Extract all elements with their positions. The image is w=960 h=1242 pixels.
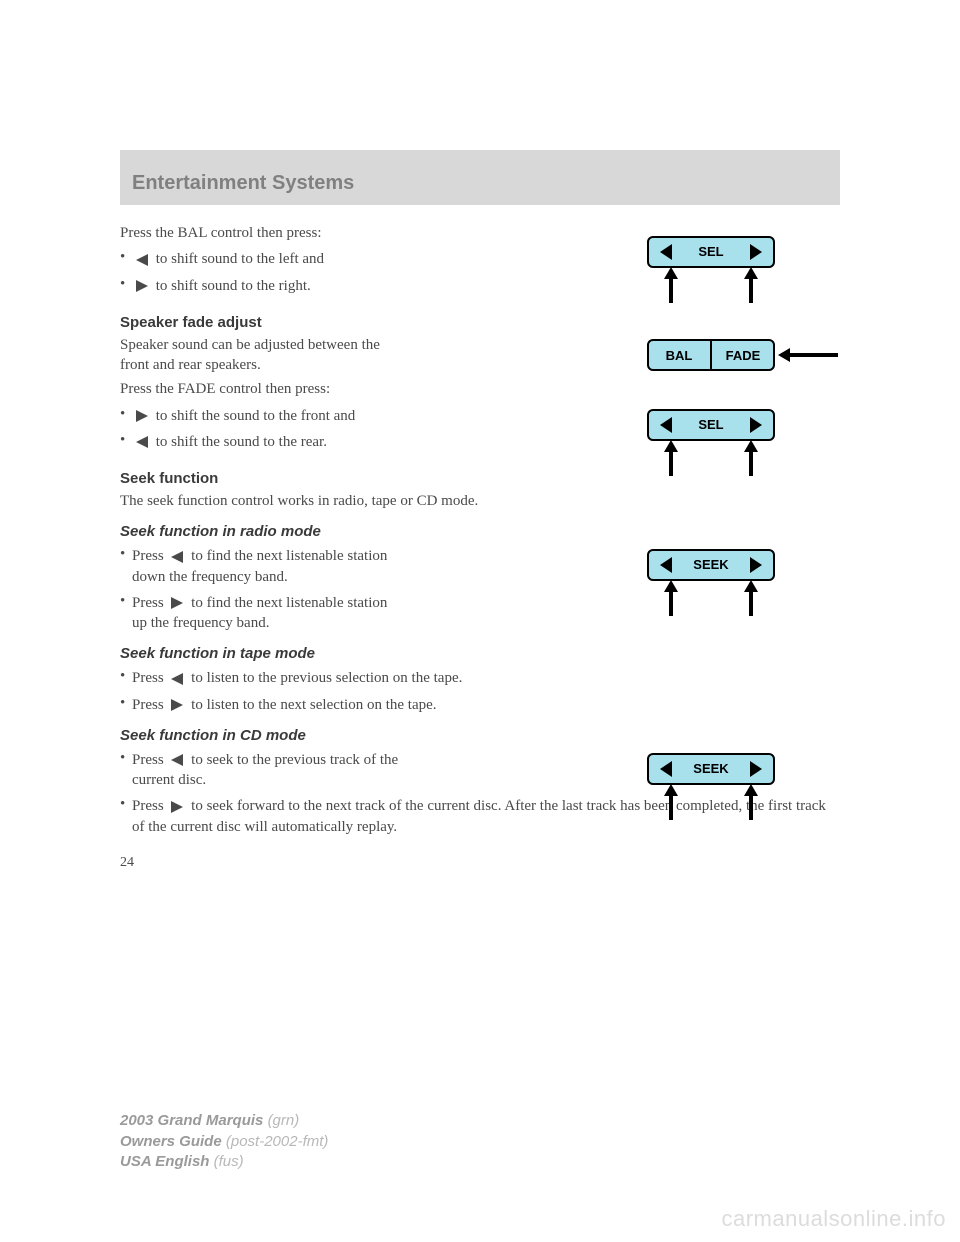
list-item: • Press to listen to the next selection … (120, 695, 840, 715)
footer-line-2: Owners Guide (post-2002-fmt) (120, 1132, 328, 1152)
sel-button-diagram: SEL (630, 233, 800, 313)
fade-p1: Speaker sound can be adjusted between th… (120, 335, 400, 376)
triangle-right-icon (136, 280, 148, 292)
bullet-text: Press to listen to the previous selectio… (132, 668, 462, 688)
fade-p2: Press the FADE control then press: (120, 379, 840, 399)
footer-line-1: 2003 Grand Marquis (grn) (120, 1111, 328, 1131)
bal-label: BAL (666, 348, 693, 363)
seek-label-2: SEEK (693, 761, 729, 776)
triangle-right-icon (171, 597, 183, 609)
bullet-text: to shift the sound to the front and (132, 406, 355, 426)
bullet-icon: • (120, 249, 132, 266)
footer-line-3: USA English (fus) (120, 1152, 328, 1172)
seek-button-diagram: SEEK (630, 546, 800, 626)
bullet-icon: • (120, 668, 132, 685)
sel-button-svg: SEL (630, 233, 800, 313)
list-item: • Press to listen to the previous select… (120, 668, 840, 688)
bal-fade-svg: BAL FADE (630, 334, 840, 378)
seek-label: SEEK (693, 557, 729, 572)
bullet-icon: • (120, 276, 132, 293)
balance-section: Press the BAL control then press: • to s… (120, 223, 840, 296)
bullet-text: Press to find the next listenable statio… (132, 593, 402, 634)
seek-button-svg: SEEK (630, 546, 800, 626)
bullet-icon: • (120, 406, 132, 423)
bullet-text: Press to listen to the next selection on… (132, 695, 437, 715)
triangle-left-icon (171, 673, 183, 685)
bullet-text: to shift sound to the left and (132, 249, 324, 269)
triangle-right-icon (171, 801, 183, 813)
bullet-text: to shift the sound to the rear. (132, 432, 327, 452)
triangle-left-icon (171, 551, 183, 563)
fade-heading: Speaker fade adjust (120, 314, 840, 331)
chapter-header: Entertainment Systems (120, 150, 840, 205)
bullet-icon: • (120, 750, 132, 767)
footer: 2003 Grand Marquis (grn) Owners Guide (p… (120, 1111, 328, 1172)
seek-p1: The seek function control works in radio… (120, 491, 840, 511)
seek-radio-heading: Seek function in radio mode (120, 523, 840, 540)
bullet-text: to shift sound to the right. (132, 276, 311, 296)
page-content: Entertainment Systems Press the BAL cont… (0, 0, 960, 871)
bal-fade-button-diagram: BAL FADE (630, 334, 840, 378)
bullet-icon: • (120, 546, 132, 563)
watermark: carmanualsonline.info (721, 1206, 946, 1232)
seek-button-diagram-2: SEEK (630, 750, 800, 830)
fade-section: Speaker fade adjust Speaker sound can be… (120, 314, 840, 452)
chapter-title: Entertainment Systems (132, 172, 840, 195)
bullet-icon: • (120, 796, 132, 813)
seek-cd-heading: Seek function in CD mode (120, 727, 840, 744)
seek-button-svg-2: SEEK (630, 750, 800, 830)
bullet-icon: • (120, 432, 132, 449)
seek-section: Seek function The seek function control … (120, 470, 840, 837)
bullet-text: Press to seek to the previous track of t… (132, 750, 422, 791)
triangle-left-icon (171, 754, 183, 766)
triangle-right-icon (171, 699, 183, 711)
bullet-icon: • (120, 695, 132, 712)
seek-tape-heading: Seek function in tape mode (120, 645, 840, 662)
sel-label-2: SEL (698, 417, 723, 432)
bullet-icon: • (120, 593, 132, 610)
triangle-right-icon (136, 410, 148, 422)
bullet-text: Press to find the next listenable statio… (132, 546, 402, 587)
seek-heading: Seek function (120, 470, 840, 487)
triangle-left-icon (136, 254, 148, 266)
page-number: 24 (120, 855, 840, 871)
fade-label: FADE (726, 348, 761, 363)
triangle-left-icon (136, 436, 148, 448)
sel-label: SEL (698, 244, 723, 259)
